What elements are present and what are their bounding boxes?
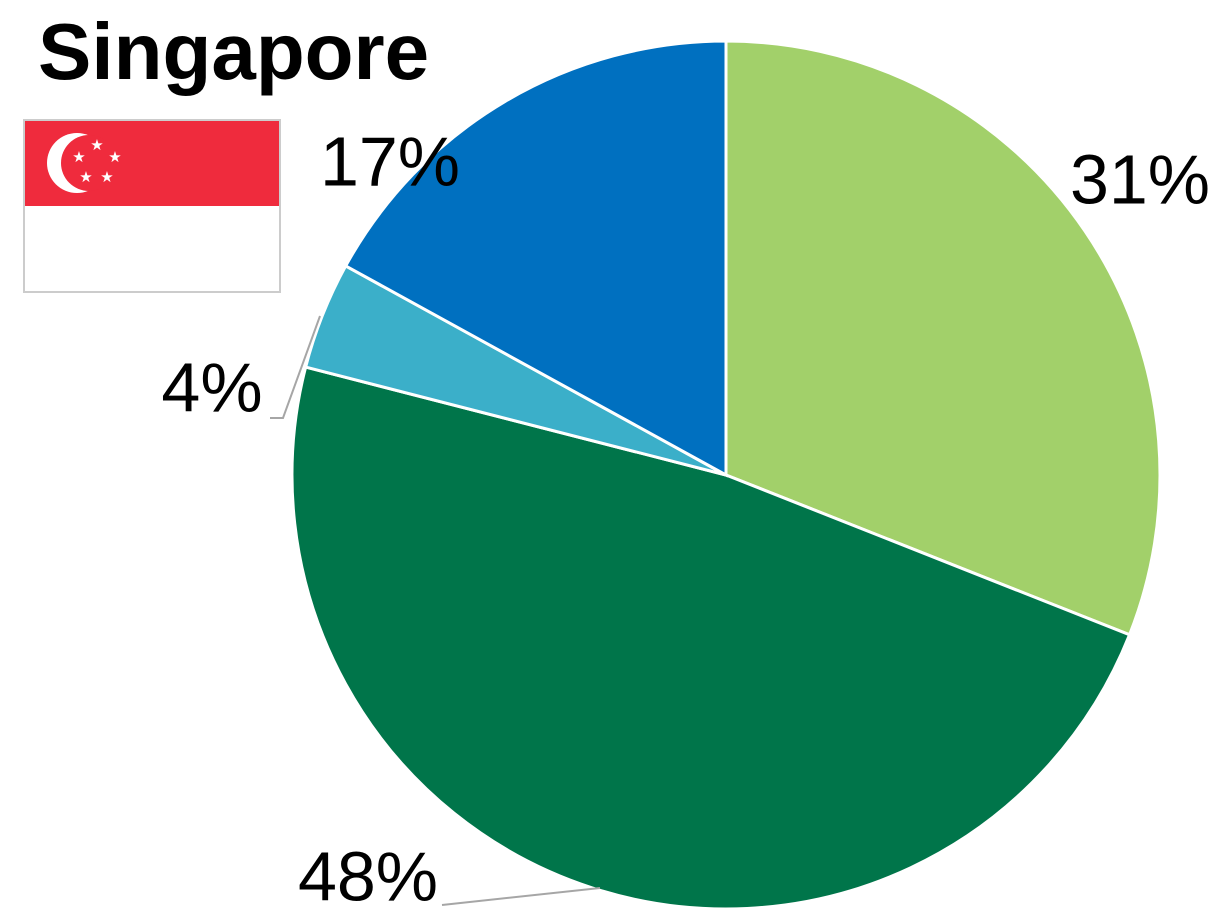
pie-slice — [724, 39, 1162, 637]
flag-star: ★ — [100, 169, 113, 186]
data-label: 17% — [320, 122, 460, 200]
flag-star: ★ — [79, 169, 92, 186]
flag-star: ★ — [108, 149, 121, 166]
chart-title: Singapore — [38, 7, 429, 96]
flag-star: ★ — [72, 149, 85, 166]
flag-stars: ★ ★ ★ ★ ★ — [72, 137, 121, 186]
flag: ★ ★ ★ ★ ★ — [23, 119, 281, 293]
leader-line — [270, 315, 321, 419]
flag-star: ★ — [90, 137, 103, 154]
data-label: 4% — [161, 348, 262, 426]
pie-slice — [290, 365, 1132, 911]
data-label: 48% — [298, 837, 438, 915]
leader-line — [441, 887, 601, 906]
pie-slice — [343, 39, 728, 478]
flag-crescent-cut — [61, 135, 117, 191]
pie — [290, 39, 1162, 911]
data-label: 31% — [1070, 140, 1210, 218]
